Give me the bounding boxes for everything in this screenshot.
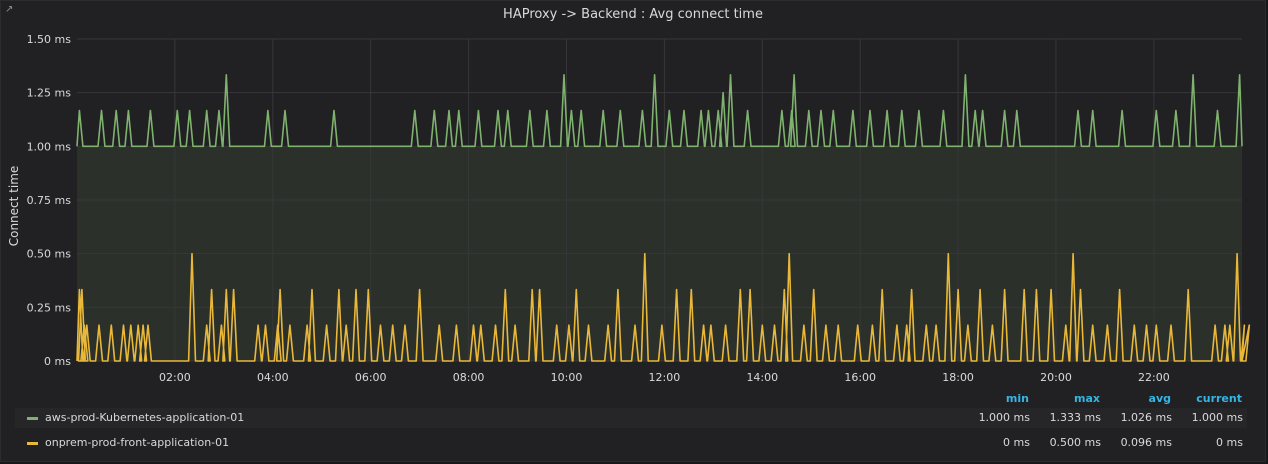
x-tick-label: 02:00 [159,371,191,384]
legend-row-aws[interactable]: aws-prod-Kubernetes-application-01 1.000… [15,408,1247,428]
x-tick-label: 04:00 [257,371,289,384]
legend-max-value: 1.333 ms [1049,411,1101,424]
legend-row-onprem[interactable]: onprem-prod-front-application-01 0 ms 0.… [15,433,1247,453]
legend-header-current[interactable]: current [1196,392,1242,405]
x-tick-label: 10:00 [551,371,583,384]
legend-min-value: 1.000 ms [978,411,1030,424]
legend-header-max[interactable]: max [1074,392,1100,405]
legend-series-name[interactable]: onprem-prod-front-application-01 [45,436,230,449]
series-line-0 [76,74,1243,148]
x-tick-label: 14:00 [746,371,778,384]
y-tick-label: 0.75 ms [27,194,72,207]
x-tick-label: 16:00 [844,371,876,384]
x-tick-label: 22:00 [1138,371,1170,384]
legend-current-value: 1.000 ms [1191,411,1243,424]
series-color-swatch[interactable] [27,417,38,420]
x-tick-label: 12:00 [649,371,681,384]
external-link-icon[interactable]: ↗ [5,4,14,15]
legend-header: min max avg current [1,392,1246,406]
x-tick-label: 20:00 [1040,371,1072,384]
y-tick-label: 1.25 ms [27,87,72,100]
y-tick-label: 0 ms [44,355,71,368]
series-color-swatch[interactable] [27,442,38,445]
panel-title[interactable]: HAProxy -> Backend : Avg connect time [503,7,763,22]
legend-current-value: 0 ms [1216,436,1243,449]
chart-canvas[interactable]: 0 ms 0.25 ms 0.50 ms 0.75 ms 1.00 ms 1.25 ms 1… [1,1,1267,391]
legend-avg-value: 1.026 ms [1120,411,1172,424]
legend-header-avg[interactable]: avg [1148,392,1171,405]
y-tick-label: 0.50 ms [27,248,72,261]
y-tick-label: 1.50 ms [27,33,72,46]
y-tick-label: 1.00 ms [27,140,72,153]
legend-header-min[interactable]: min [1005,392,1029,405]
x-tick-label: 08:00 [453,371,485,384]
legend-avg-value: 0.096 ms [1120,436,1172,449]
legend-max-value: 0.500 ms [1049,436,1101,449]
legend-min-value: 0 ms [1003,436,1030,449]
x-tick-label: 18:00 [942,371,974,384]
x-tick-label: 06:00 [355,371,387,384]
y-tick-label: 0.25 ms [27,301,72,314]
series-line-1 [76,252,1251,362]
legend-series-name[interactable]: aws-prod-Kubernetes-application-01 [45,411,245,424]
